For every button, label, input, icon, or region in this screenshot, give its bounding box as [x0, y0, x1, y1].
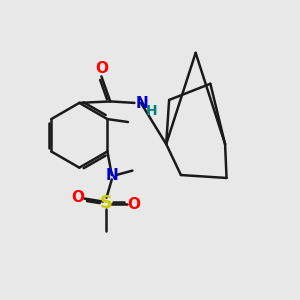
Text: O: O — [71, 190, 84, 205]
Text: O: O — [95, 61, 108, 76]
Text: S: S — [100, 194, 113, 212]
Text: O: O — [127, 197, 140, 212]
Text: N: N — [106, 168, 119, 183]
Text: H: H — [146, 104, 157, 118]
Text: N: N — [136, 96, 148, 111]
